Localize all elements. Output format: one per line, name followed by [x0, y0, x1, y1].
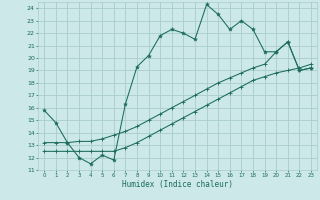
X-axis label: Humidex (Indice chaleur): Humidex (Indice chaleur): [122, 180, 233, 189]
